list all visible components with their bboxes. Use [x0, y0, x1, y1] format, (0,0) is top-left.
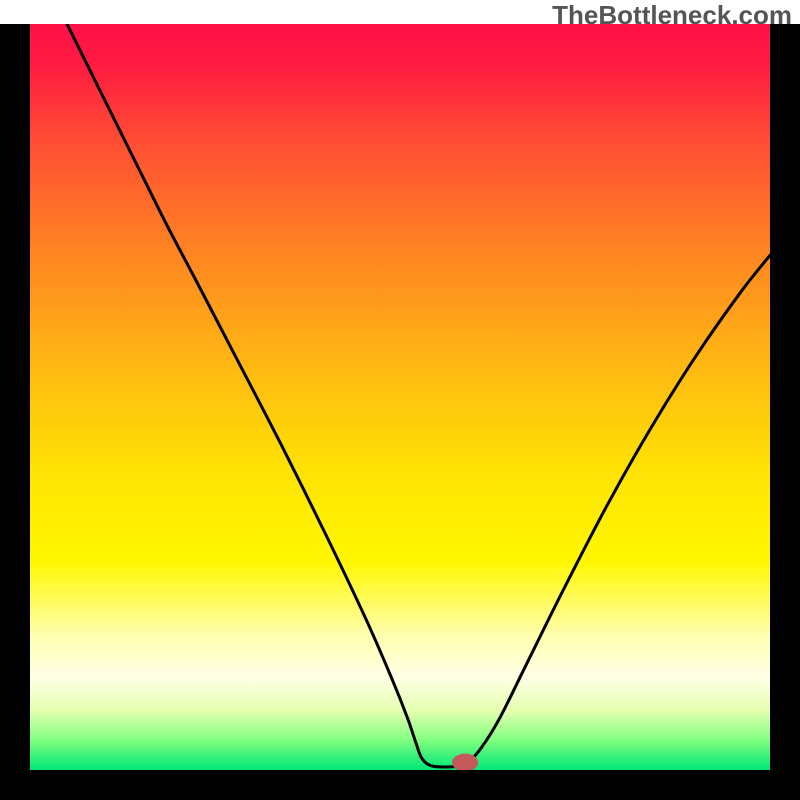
optimal-marker [452, 754, 478, 772]
bottleneck-chart [0, 0, 800, 800]
chart-container: TheBottleneck.com [0, 0, 800, 800]
plot-background [30, 24, 770, 770]
watermark-text: TheBottleneck.com [552, 0, 792, 28]
